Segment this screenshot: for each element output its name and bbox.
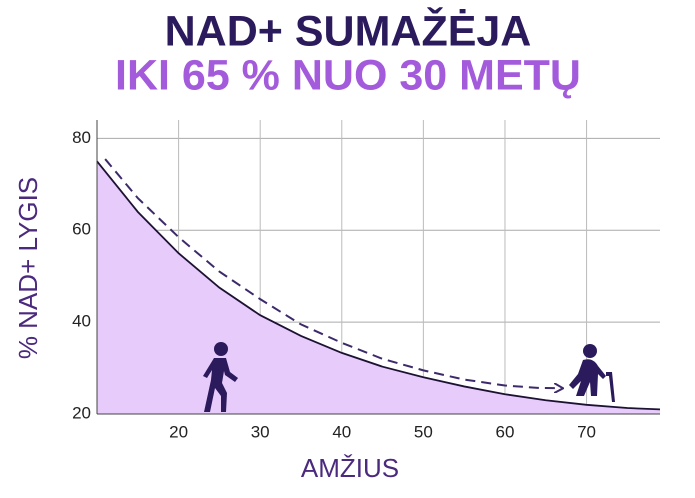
x-tick-label: 50 xyxy=(414,422,433,441)
plot-area: 20 40 60 80 20 30 40 50 60 70 xyxy=(72,120,661,441)
icons xyxy=(203,342,615,412)
x-tick-label: 20 xyxy=(169,422,188,441)
y-tick-label: 80 xyxy=(72,128,91,147)
y-tick-label: 40 xyxy=(72,312,91,331)
y-axis-label: % NAD+ LYGIS xyxy=(13,177,43,359)
y-tick-label: 20 xyxy=(72,403,91,422)
x-tick-label: 30 xyxy=(251,422,270,441)
elderly-person-icon xyxy=(569,344,615,402)
trend-line xyxy=(104,158,562,388)
chart-subtitle: IKI 65 % NUO 30 METŲ xyxy=(115,51,581,99)
y-tick-label: 60 xyxy=(72,220,91,239)
x-tick-label: 70 xyxy=(577,422,596,441)
line xyxy=(96,160,661,411)
x-axis-label: AMŽIUS xyxy=(301,453,399,483)
x-tick-label: 60 xyxy=(496,422,515,441)
x-tick-label: 40 xyxy=(332,422,351,441)
walking-person-icon xyxy=(203,342,238,412)
area xyxy=(97,161,660,414)
chart-title: NAD+ SUMAŽĖJA xyxy=(165,6,532,55)
